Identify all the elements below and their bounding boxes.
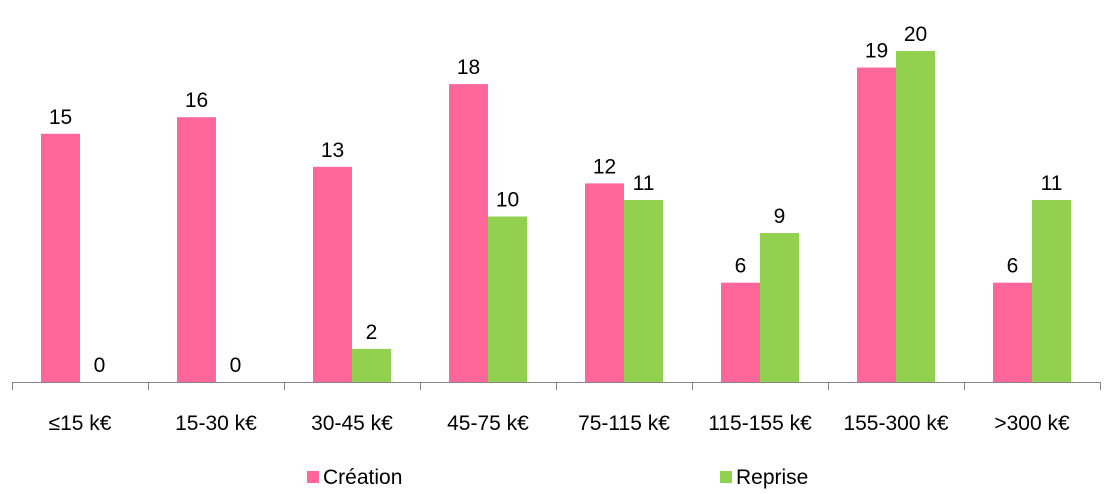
bar-creation [721, 282, 760, 382]
legend-swatch [307, 471, 319, 483]
bar-creation [993, 282, 1032, 382]
bar-reprise [624, 199, 663, 382]
x-tick-label: 30-45 k€ [311, 412, 393, 435]
data-label: 12 [593, 155, 616, 178]
bars-group [41, 51, 1071, 383]
data-label: 13 [321, 139, 344, 162]
data-label: 16 [185, 89, 208, 112]
x-axis-ticks [12, 382, 1101, 390]
bar-reprise [1032, 199, 1071, 382]
x-tick-label: >300 k€ [994, 412, 1070, 435]
data-label: 10 [496, 189, 519, 212]
x-tick-label: 15-30 k€ [175, 412, 257, 435]
data-label: 6 [735, 255, 747, 278]
legend: Création Reprise [307, 466, 808, 489]
x-tick-label: 75-115 k€ [578, 412, 670, 435]
x-tick-label: ≤15 k€ [49, 412, 112, 435]
data-label: 0 [230, 354, 242, 377]
legend-swatch [720, 471, 732, 483]
data-label: 15 [49, 106, 72, 129]
bar-reprise [760, 233, 799, 382]
data-labels-group: 15 0 16 0 13 2 18 10 12 11 6 9 19 20 6 11 [49, 23, 1063, 377]
bar-creation [41, 133, 80, 382]
bar-creation [313, 166, 352, 382]
bar-reprise [488, 216, 527, 382]
data-label: 9 [774, 205, 786, 228]
x-tick-label: 155-300 k€ [843, 412, 948, 435]
x-tick-label: 45-75 k€ [447, 412, 529, 435]
bar-creation [177, 117, 216, 382]
bar-reprise [896, 51, 935, 382]
data-label: 18 [457, 56, 480, 79]
data-label: 20 [904, 23, 927, 46]
bar-creation [857, 67, 896, 383]
data-label: 6 [1007, 255, 1019, 278]
data-label: 11 [1041, 172, 1063, 195]
legend-label: Reprise [736, 466, 808, 489]
bar-reprise [352, 348, 391, 382]
data-label: 0 [94, 354, 106, 377]
x-axis-tick-labels: ≤15 k€ 15-30 k€ 30-45 k€ 45-75 k€ 75-115 k€ 1… [49, 412, 1070, 435]
data-label: 19 [865, 40, 888, 63]
data-label: 2 [366, 321, 378, 344]
bar-creation [585, 183, 624, 382]
bar-creation [449, 84, 488, 382]
x-tick-label: 115-155 k€ [708, 412, 812, 435]
legend-label: Création [323, 466, 402, 489]
data-label: 11 [633, 172, 655, 195]
